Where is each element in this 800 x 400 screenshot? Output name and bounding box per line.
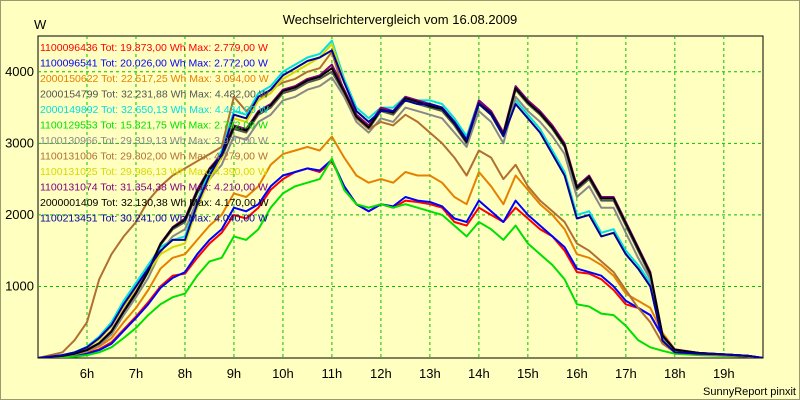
x-tick-label: 9h <box>227 366 241 381</box>
footer-credit: SunnyReport pinxit <box>703 386 796 398</box>
grid-lines <box>38 36 763 358</box>
legend: 1100096436 Tot: 19.873,00 Wh Max: 2.779,… <box>40 42 269 225</box>
legend-entry-1100213451: 1100213451 Tot: 30.241,00 Wh Max: 4.040,… <box>40 213 268 225</box>
legend-entry-1100131006: 1100131006 Tot: 29.802,00 Wh Max: 4.279,… <box>40 151 268 163</box>
chart-title: Wechselrichtervergleich vom 16.08.2009 <box>283 12 518 27</box>
x-tick-label: 7h <box>129 366 143 381</box>
legend-entry-1100096541: 1100096541 Tot: 20.026,00 Wh Max: 2.772,… <box>40 58 268 70</box>
x-tick-label: 11h <box>322 366 343 381</box>
y-axis-unit-label: W <box>34 17 47 32</box>
x-tick-label: 19h <box>713 366 735 381</box>
x-axis-ticks: 6h 7h 8h 9h 10h 11h 12h 13h 14h 15h 16h 17h 18h 19h <box>80 366 735 381</box>
legend-entry-1100130966: 1100130966 Tot: 29.319,13 Wh Max: 3.920,… <box>40 135 268 147</box>
legend-entry-1100131074: 1100131074 Tot: 31.354,38 Wh Max: 4.210,… <box>40 182 268 194</box>
x-tick-label: 18h <box>664 366 686 381</box>
y-tick-label: 3000 <box>5 135 34 150</box>
series-line-1100131006 <box>38 50 763 358</box>
x-tick-label: 12h <box>370 366 392 381</box>
x-tick-label: 6h <box>80 366 94 381</box>
series-line-1100213451 <box>38 49 763 358</box>
y-tick-label: 4000 <box>5 64 34 79</box>
x-tick-label: 14h <box>468 366 490 381</box>
series-line-2000149892 <box>38 39 763 358</box>
series-line-2000150622 <box>38 135 763 358</box>
y-tick-label: 2000 <box>5 207 34 222</box>
plot-area <box>37 35 764 359</box>
legend-entry-1100131025: 1100131025 Tot: 29.986,13 Wh Max: 4.390,… <box>40 166 268 178</box>
legend-entry-2000150622: 2000150622 Tot: 22.517,25 Wh Max: 3.094,… <box>40 73 269 85</box>
legend-entry-1100129553: 1100129553 Tot: 15.821,75 Wh Max: 2.782,… <box>40 120 268 132</box>
y-tick-label: 1000 <box>5 278 34 293</box>
legend-entry-2000154799: 2000154799 Tot: 32.231,88 Wh Max: 4.482,… <box>40 89 269 101</box>
legend-entry-2000001409: 2000001409 Tot: 32.130,38 Wh Max: 4.170,… <box>40 197 269 209</box>
x-tick-label: 16h <box>566 366 588 381</box>
series-line-1100129553 <box>38 157 763 358</box>
x-tick-label: 8h <box>178 366 192 381</box>
series-lines <box>38 39 763 358</box>
x-tick-label: 17h <box>615 366 637 381</box>
legend-entry-2000149892: 2000149892 Tot: 32.650,13 Wh Max: 4.434,… <box>40 104 269 116</box>
x-tick-label: 13h <box>419 366 441 381</box>
x-tick-label: 10h <box>272 366 294 381</box>
y-axis-ticks: 1000 2000 3000 4000 <box>5 64 34 294</box>
legend-entry-1100096436: 1100096436 Tot: 19.873,00 Wh Max: 2.779,… <box>40 42 268 54</box>
x-tick-label: 15h <box>517 366 539 381</box>
